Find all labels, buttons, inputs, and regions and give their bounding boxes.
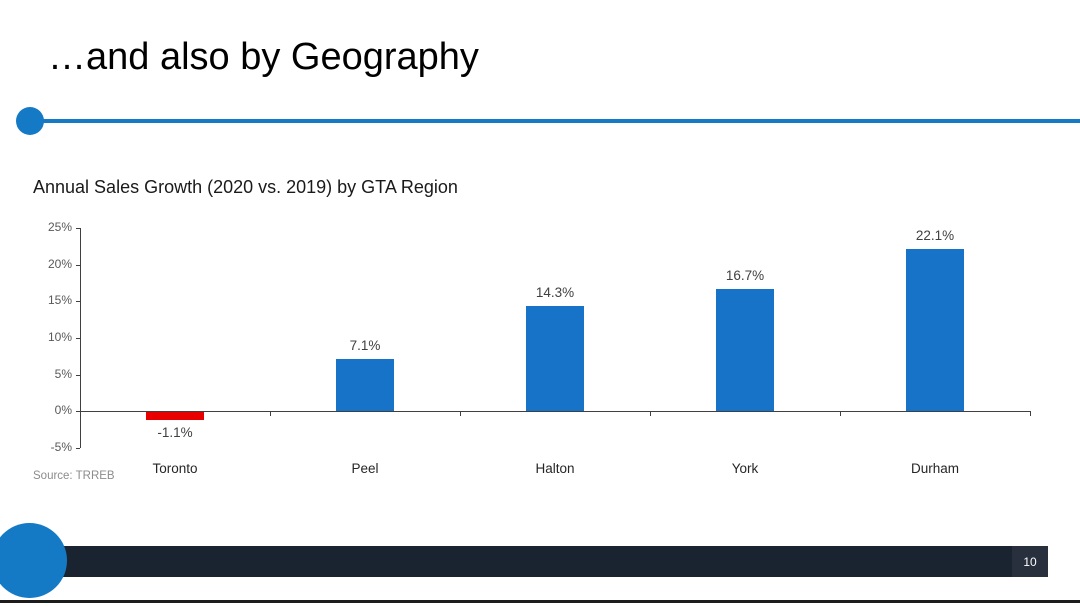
y-axis-line [80, 228, 81, 448]
bar-chart-plot-area: 25% 20% 15% 10% 5% 0% -5% -1.1% Toronto 7.1% Peel 1… [48, 220, 1031, 476]
footer-circle-decoration [0, 523, 67, 598]
y-tick-label: -5% [50, 440, 72, 454]
y-tick-mark [76, 374, 80, 376]
bar-durham [906, 249, 964, 412]
y-tick-label: 5% [54, 366, 72, 381]
bar-value-label: 14.3% [535, 285, 575, 301]
x-tick-mark [650, 411, 651, 417]
chart-title: Annual Sales Growth (2020 vs. 2019) by G… [33, 177, 458, 197]
category-label: Peel [351, 461, 379, 476]
slide-title: …and also by Geography [48, 36, 479, 78]
y-tick-mark [76, 228, 80, 229]
footer-bar: 10 [40, 546, 1048, 577]
y-tick-mark [76, 448, 80, 449]
y-tick-label: 15% [47, 293, 72, 308]
page-number: 10 [1012, 546, 1048, 577]
category-label: Durham [910, 461, 959, 476]
bar-toronto [146, 412, 204, 421]
y-tick-label: 10% [47, 330, 72, 344]
x-tick-mark [1030, 411, 1031, 417]
bottom-edge-line [0, 600, 1080, 603]
bar-value-label: 22.1% [915, 228, 955, 244]
bar-value-label: -1.1% [157, 425, 193, 441]
y-tick-mark [76, 411, 80, 413]
y-tick-mark [76, 264, 80, 266]
x-tick-mark [460, 411, 461, 417]
bar-york [716, 288, 774, 412]
category-label: Toronto [152, 461, 198, 476]
y-tick-mark [76, 338, 80, 339]
y-tick-label: 20% [47, 256, 72, 271]
source-note: Source: TRREB [33, 470, 115, 482]
bar-value-label: 16.7% [725, 267, 765, 283]
x-tick-mark [840, 411, 841, 417]
bar-halton [526, 306, 584, 412]
bar-peel [336, 359, 394, 412]
title-divider-line [30, 119, 1080, 123]
bar-value-label: 7.1% [349, 338, 381, 354]
x-axis-line [80, 411, 1030, 413]
x-tick-mark [270, 411, 271, 417]
y-tick-label: 25% [47, 220, 72, 234]
category-label: York [731, 461, 759, 476]
y-tick-label: 0% [54, 403, 72, 418]
category-label: Halton [535, 461, 575, 476]
y-tick-mark [76, 301, 80, 303]
